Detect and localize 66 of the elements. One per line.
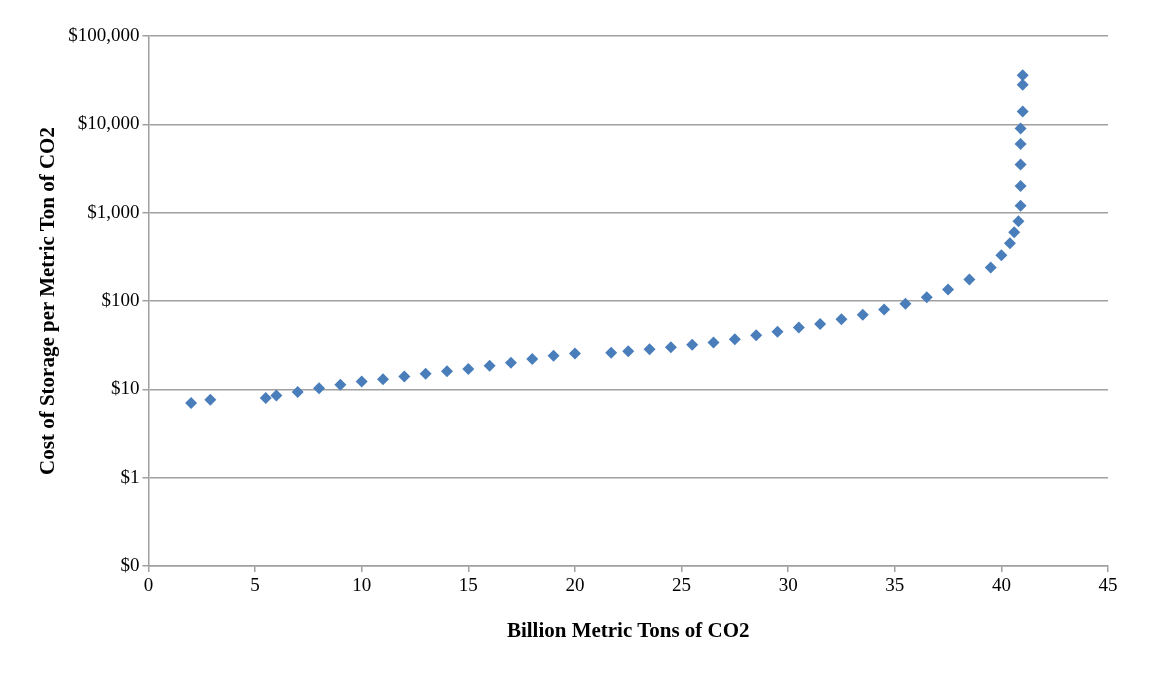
point	[270, 389, 283, 402]
point	[643, 343, 656, 356]
point	[835, 313, 848, 326]
y-tick-label: $10	[110, 377, 140, 399]
point	[664, 341, 677, 354]
point	[568, 347, 581, 360]
point	[355, 375, 368, 388]
point	[963, 273, 976, 286]
y-tick-label: $100,000	[68, 23, 140, 45]
point	[526, 353, 539, 366]
point	[771, 325, 784, 338]
point	[377, 373, 390, 386]
y-tick-label: $0	[120, 553, 140, 575]
point	[504, 356, 517, 369]
point	[750, 329, 763, 342]
point	[728, 333, 741, 346]
point	[1014, 180, 1027, 193]
point	[1014, 158, 1027, 171]
point	[398, 370, 411, 383]
y-tick-label: $1	[120, 465, 140, 487]
point	[1014, 199, 1027, 212]
point	[899, 297, 912, 310]
point	[622, 345, 635, 358]
point	[1008, 226, 1021, 239]
point	[1014, 122, 1027, 135]
point	[1014, 137, 1027, 150]
y-tick-label: $10,000	[77, 112, 140, 134]
point	[942, 283, 955, 296]
x-tick-label: 5	[250, 574, 260, 596]
point	[1012, 215, 1025, 228]
y-tick-label: $100	[101, 288, 140, 310]
point	[547, 349, 560, 362]
point	[1003, 237, 1016, 250]
point	[259, 391, 272, 404]
point	[814, 317, 827, 330]
point	[204, 393, 217, 406]
x-tick-label: 25	[672, 574, 692, 596]
x-tick-label: 10	[352, 574, 372, 596]
x-tick-label: 0	[143, 574, 154, 596]
y-tick-label: $1,000	[87, 200, 140, 222]
point	[440, 365, 453, 378]
point	[462, 362, 475, 375]
point	[1016, 105, 1029, 118]
point	[878, 303, 891, 316]
x-tick-label: 30	[778, 574, 798, 596]
y-axis-title: Cost of Storage per Metric Ton of CO2	[35, 127, 60, 475]
point	[605, 346, 618, 359]
point	[984, 261, 997, 274]
point	[920, 291, 933, 304]
x-axis-title: Billion Metric Tons of CO2	[506, 617, 750, 642]
point	[483, 359, 496, 372]
point	[686, 338, 699, 351]
point	[291, 386, 304, 399]
x-tick-label: 15	[458, 574, 478, 596]
point	[185, 397, 198, 410]
point	[792, 321, 805, 334]
x-tick-label: 40	[991, 574, 1011, 596]
x-tick-label: 20	[565, 574, 585, 596]
point	[419, 367, 432, 380]
x-tick-label: 35	[885, 574, 905, 596]
point	[334, 378, 347, 391]
x-tick-label: 45	[1098, 574, 1118, 596]
point	[856, 308, 869, 321]
point	[995, 249, 1008, 262]
point	[707, 336, 720, 349]
point	[313, 382, 326, 395]
